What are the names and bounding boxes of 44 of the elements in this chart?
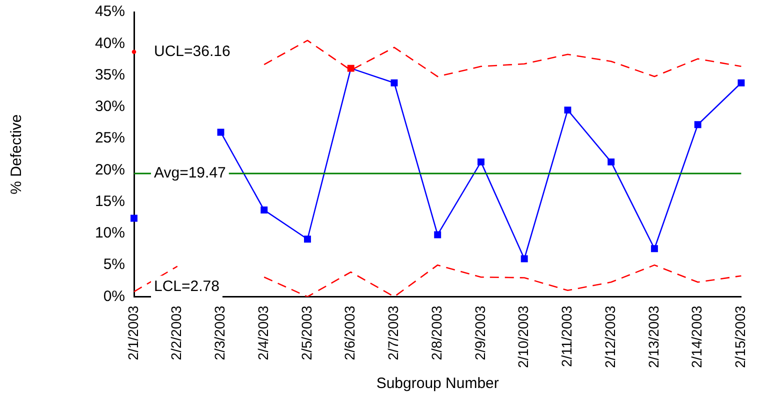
point bbox=[132, 50, 136, 54]
y-tick-label: 5% bbox=[103, 256, 125, 274]
point bbox=[608, 158, 615, 166]
x-tick-label: 2/5/2003 bbox=[298, 306, 314, 360]
y-tick-label: 15% bbox=[94, 192, 125, 210]
x-axis-title: Subgroup Number bbox=[376, 375, 499, 392]
point bbox=[694, 121, 702, 128]
x-tick-label: 2/10/2003 bbox=[515, 306, 532, 368]
point bbox=[130, 214, 138, 222]
point bbox=[477, 158, 484, 166]
x-tick-label: 2/8/2003 bbox=[428, 306, 444, 360]
point bbox=[390, 79, 398, 86]
point bbox=[260, 206, 268, 214]
y-tick-label: 10% bbox=[94, 224, 125, 242]
point bbox=[304, 236, 311, 243]
y-tick-label: 20% bbox=[94, 161, 125, 178]
x-tick-label: 2/15/2003 bbox=[732, 306, 748, 368]
ref-line-label: Avg=19.47 bbox=[154, 164, 226, 182]
series-label: LCL=2.78 bbox=[154, 278, 220, 295]
y-axis-title: % Defective bbox=[8, 114, 26, 194]
point bbox=[520, 255, 528, 262]
y-tick-label: 30% bbox=[94, 98, 125, 116]
y-tick-label: 25% bbox=[94, 130, 125, 147]
y-tick-label: 45% bbox=[94, 3, 125, 20]
x-tick-label: 2/14/2003 bbox=[688, 306, 705, 368]
point bbox=[434, 231, 442, 238]
x-tick-label: 2/11/2003 bbox=[558, 306, 575, 367]
point bbox=[564, 106, 572, 114]
x-tick-label: 2/4/2003 bbox=[254, 306, 271, 360]
x-tick-label: 2/2/2003 bbox=[168, 306, 184, 360]
point bbox=[738, 79, 745, 86]
x-tick-label: 2/3/2003 bbox=[212, 306, 228, 360]
x-tick-label: 2/6/2003 bbox=[342, 306, 358, 360]
point bbox=[650, 245, 658, 252]
x-tick-label: 2/1/2003 bbox=[124, 306, 141, 360]
x-tick-label: 2/13/2003 bbox=[645, 306, 662, 368]
y-tick-label: 35% bbox=[94, 66, 125, 84]
point bbox=[217, 128, 224, 136]
x-tick-label: 2/7/2003 bbox=[385, 306, 402, 360]
x-tick-label: 2/12/2003 bbox=[602, 306, 618, 368]
y-tick-label: 40% bbox=[94, 34, 125, 52]
x-tick-label: 2/9/2003 bbox=[472, 306, 488, 360]
y-tick-label: 0% bbox=[103, 288, 125, 305]
series-label: UCL=36.16 bbox=[154, 43, 230, 60]
